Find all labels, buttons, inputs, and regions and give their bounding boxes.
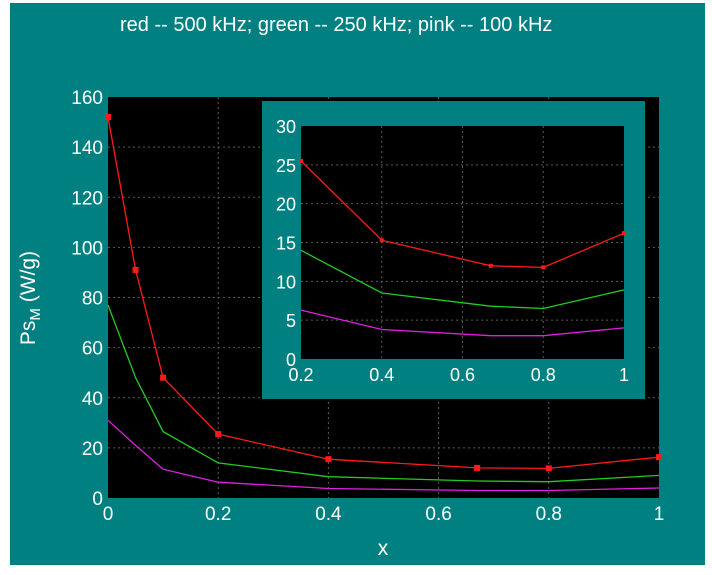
main-x-tick-label: 0.6 xyxy=(425,504,451,525)
y-axis-label-main: Ps xyxy=(17,321,40,346)
main-y-tick-label: 80 xyxy=(82,289,103,310)
legend-title: red -- 500 kHz; green -- 250 kHz; pink -… xyxy=(120,14,553,36)
main-y-tick-label: 20 xyxy=(82,439,103,460)
inset-data-point-red xyxy=(379,238,384,243)
inset-y-tick-label: 10 xyxy=(276,272,296,292)
inset-y-tick-label: 25 xyxy=(276,156,296,176)
main-y-tick-label: 60 xyxy=(82,339,103,360)
main-x-tick-label: 1 xyxy=(654,504,665,525)
inset-series-line-pink xyxy=(300,309,625,337)
x-axis-label: x xyxy=(378,537,389,560)
main-series-line-green xyxy=(107,304,660,483)
inset-y-tick-label: 15 xyxy=(276,234,296,254)
main-data-point-red xyxy=(545,465,552,472)
inset-x-tick-label: 0.6 xyxy=(450,365,475,385)
main-data-point-red xyxy=(656,454,662,461)
inset-series-line-green xyxy=(300,249,625,310)
y-axis-label-subscript: M xyxy=(27,308,44,321)
main-data-point-red xyxy=(132,266,139,273)
main-x-tick-label: 0 xyxy=(103,504,114,525)
inset-x-tick-label: 1 xyxy=(619,365,629,385)
main-y-tick-label: 100 xyxy=(71,238,103,259)
main-y-tick-label: 0 xyxy=(92,489,103,510)
main-y-tick-label: 120 xyxy=(71,188,103,209)
main-data-point-red xyxy=(325,456,332,463)
inset-x-tick-label: 0.2 xyxy=(288,365,313,385)
main-data-point-red xyxy=(474,464,481,471)
main-data-point-red xyxy=(105,114,111,121)
main-x-tick-label: 0.4 xyxy=(315,504,342,525)
inset-y-tick-label: 20 xyxy=(276,195,296,215)
y-axis-label-units: (W/g) xyxy=(17,251,40,308)
main-data-point-red xyxy=(215,431,222,438)
inset-data-point-red xyxy=(299,158,303,163)
main-series-line-red xyxy=(107,116,660,470)
inset-y-tick-label: 0 xyxy=(286,350,296,370)
inset-x-tick-label: 0.4 xyxy=(369,365,394,385)
main-y-tick-label: 160 xyxy=(71,88,103,109)
inset-y-tick-label: 30 xyxy=(276,117,296,137)
inset-x-tick-label: 0.8 xyxy=(531,365,556,385)
inset-data-point-red xyxy=(622,231,626,236)
inset-data-point-red xyxy=(541,265,546,270)
main-y-tick-label: 140 xyxy=(71,138,103,159)
inset-y-tick-label: 5 xyxy=(286,311,296,331)
main-data-point-red xyxy=(160,374,167,381)
main-x-tick-label: 0.2 xyxy=(205,504,231,525)
main-series-line-pink xyxy=(107,419,660,492)
main-x-tick-label: 0.8 xyxy=(536,504,562,525)
inset-data-point-red xyxy=(488,263,493,268)
y-axis-label: PsM (W/g) xyxy=(17,251,44,345)
main-y-tick-label: 40 xyxy=(82,389,103,410)
